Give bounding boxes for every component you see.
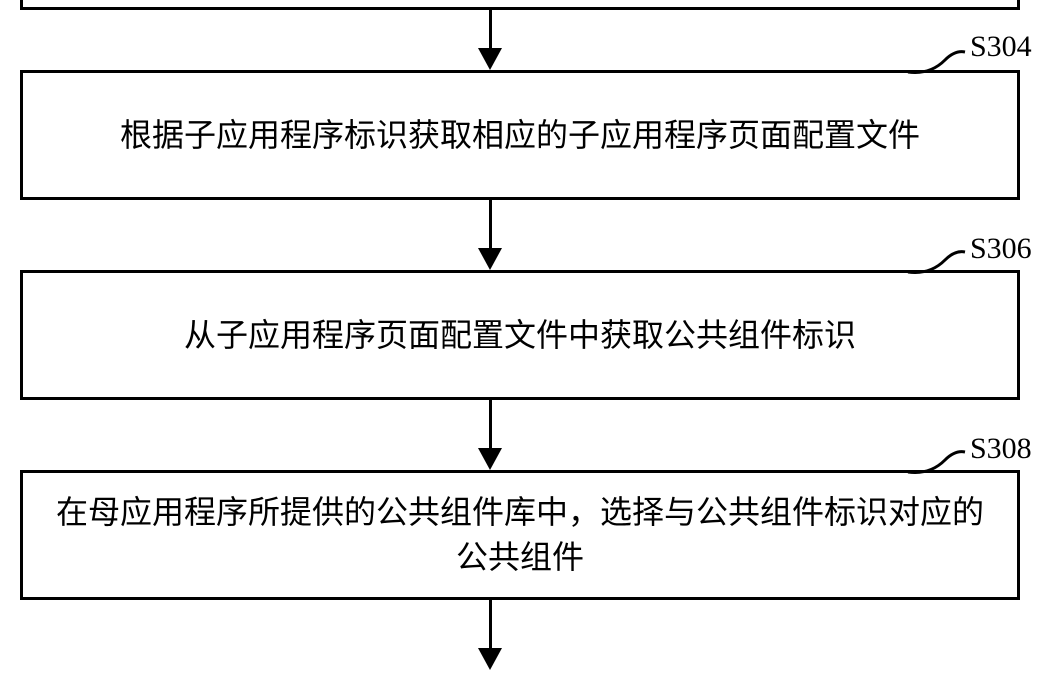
- flow-box-prev: [20, 0, 1020, 10]
- flow-box-308-text: 在母应用程序所提供的公共组件库中，选择与公共组件标识对应的公共组件: [43, 490, 997, 580]
- arrow-3-line: [489, 400, 492, 454]
- arrow-3-head: [478, 448, 502, 470]
- arrow-1-head: [478, 48, 502, 70]
- flow-box-308: 在母应用程序所提供的公共组件库中，选择与公共组件标识对应的公共组件: [20, 470, 1020, 600]
- arrow-4-line: [489, 600, 492, 654]
- arrow-4-head: [478, 648, 502, 670]
- step-label-308: S308: [970, 432, 1032, 466]
- flow-box-304: 根据子应用程序标识获取相应的子应用程序页面配置文件: [20, 70, 1020, 200]
- step-label-306: S306: [970, 232, 1032, 266]
- flow-box-306: 从子应用程序页面配置文件中获取公共组件标识: [20, 270, 1020, 400]
- flow-box-304-text: 根据子应用程序标识获取相应的子应用程序页面配置文件: [120, 113, 920, 158]
- step-label-304: S304: [970, 30, 1032, 64]
- arrow-2-head: [478, 248, 502, 270]
- flow-box-306-text: 从子应用程序页面配置文件中获取公共组件标识: [184, 313, 856, 358]
- arrow-2-line: [489, 200, 492, 254]
